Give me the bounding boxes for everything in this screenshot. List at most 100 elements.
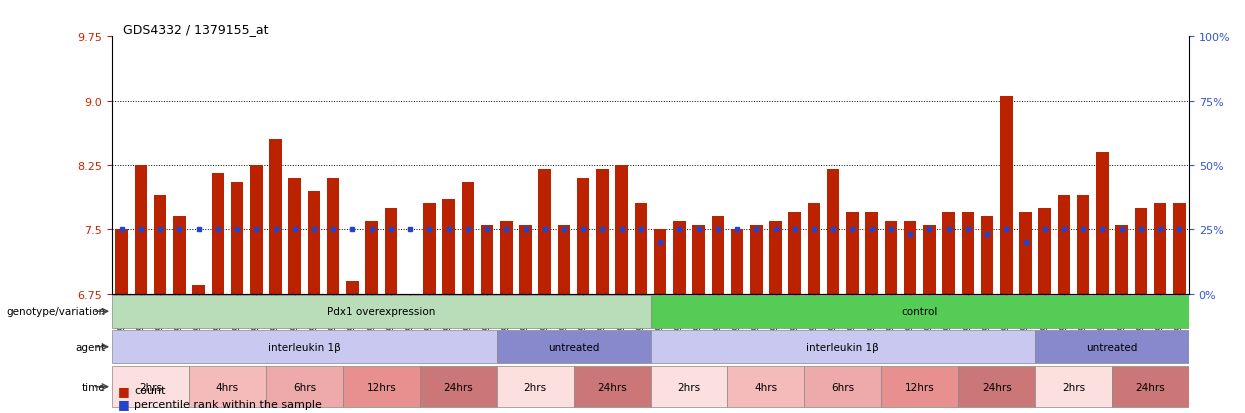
Bar (959, 366, 1035, 407)
Bar (134, 166, 147, 294)
Text: 2hrs: 2hrs (524, 382, 547, 392)
Bar (519, 225, 532, 294)
Bar (308, 191, 320, 294)
Bar (574, 366, 650, 407)
Bar (692, 225, 705, 294)
Bar (154, 195, 167, 294)
Text: control: control (901, 306, 937, 316)
Bar (212, 174, 224, 294)
Bar (808, 204, 820, 294)
Bar (192, 285, 205, 294)
Bar (230, 183, 243, 294)
Bar (654, 230, 666, 294)
Bar (112, 366, 189, 407)
Bar (173, 217, 186, 294)
Text: 2hrs: 2hrs (1062, 382, 1086, 392)
Bar (266, 366, 342, 407)
Bar (769, 221, 782, 294)
Bar (804, 366, 881, 407)
Bar (558, 225, 570, 294)
Bar (727, 366, 804, 407)
Bar (1000, 97, 1012, 294)
Bar (749, 225, 762, 294)
Text: 24hrs: 24hrs (598, 382, 627, 392)
Text: 2hrs: 2hrs (677, 382, 701, 392)
Bar (1134, 208, 1147, 294)
Bar (497, 366, 574, 407)
Bar (881, 366, 959, 407)
Text: 2hrs: 2hrs (139, 382, 162, 392)
Bar (847, 213, 859, 294)
Bar (635, 204, 647, 294)
Bar (112, 331, 497, 363)
Text: interleukin 1β: interleukin 1β (268, 342, 341, 352)
Text: 4hrs: 4hrs (215, 382, 239, 392)
Bar (112, 295, 650, 328)
Bar (385, 208, 397, 294)
Bar (788, 213, 801, 294)
Text: 24hrs: 24hrs (982, 382, 1011, 392)
Text: ■: ■ (118, 397, 129, 411)
Text: Pdx1 overexpression: Pdx1 overexpression (327, 306, 436, 316)
Bar (827, 170, 839, 294)
Bar (1058, 195, 1071, 294)
Bar (942, 213, 955, 294)
Text: interleukin 1β: interleukin 1β (807, 342, 879, 352)
Text: 12hrs: 12hrs (905, 382, 935, 392)
Bar (1116, 225, 1128, 294)
Bar (423, 204, 436, 294)
Bar (1020, 213, 1032, 294)
Text: 12hrs: 12hrs (366, 382, 396, 392)
Bar (731, 230, 743, 294)
Text: 4hrs: 4hrs (754, 382, 777, 392)
Bar (1112, 366, 1189, 407)
Bar (269, 140, 281, 294)
Text: untreated: untreated (1087, 342, 1138, 352)
Text: ■: ■ (118, 384, 129, 397)
Bar (615, 166, 627, 294)
Text: agent: agent (75, 342, 105, 352)
Bar (366, 221, 378, 294)
Bar (497, 331, 650, 363)
Bar (1096, 153, 1109, 294)
Text: genotype/variation: genotype/variation (6, 306, 105, 316)
Bar (539, 170, 552, 294)
Bar (650, 366, 727, 407)
Bar (1038, 208, 1051, 294)
Bar (403, 294, 416, 332)
Bar (442, 200, 454, 294)
Bar (981, 217, 994, 294)
Bar (116, 230, 128, 294)
Bar (712, 217, 725, 294)
Bar (1077, 195, 1089, 294)
Bar (865, 213, 878, 294)
Bar (189, 366, 266, 407)
Bar (481, 225, 493, 294)
Bar (650, 295, 1189, 328)
Bar (1035, 366, 1112, 407)
Text: time: time (81, 382, 105, 392)
Bar (674, 221, 686, 294)
Bar (650, 331, 1035, 363)
Text: 24hrs: 24hrs (443, 382, 473, 392)
Bar (961, 213, 974, 294)
Bar (342, 366, 420, 407)
Bar (1154, 204, 1167, 294)
Text: 24hrs: 24hrs (1135, 382, 1165, 392)
Bar (327, 178, 340, 294)
Bar (250, 166, 263, 294)
Bar (500, 221, 513, 294)
Text: count: count (134, 385, 166, 395)
Text: 6hrs: 6hrs (832, 382, 854, 392)
Bar (576, 178, 589, 294)
Bar (346, 281, 359, 294)
Bar (923, 225, 935, 294)
Bar (420, 366, 497, 407)
Bar (1035, 331, 1189, 363)
Text: untreated: untreated (548, 342, 599, 352)
Bar (289, 178, 301, 294)
Bar (904, 221, 916, 294)
Text: GDS4332 / 1379155_at: GDS4332 / 1379155_at (123, 23, 269, 36)
Bar (462, 183, 474, 294)
Text: percentile rank within the sample: percentile rank within the sample (134, 399, 322, 409)
